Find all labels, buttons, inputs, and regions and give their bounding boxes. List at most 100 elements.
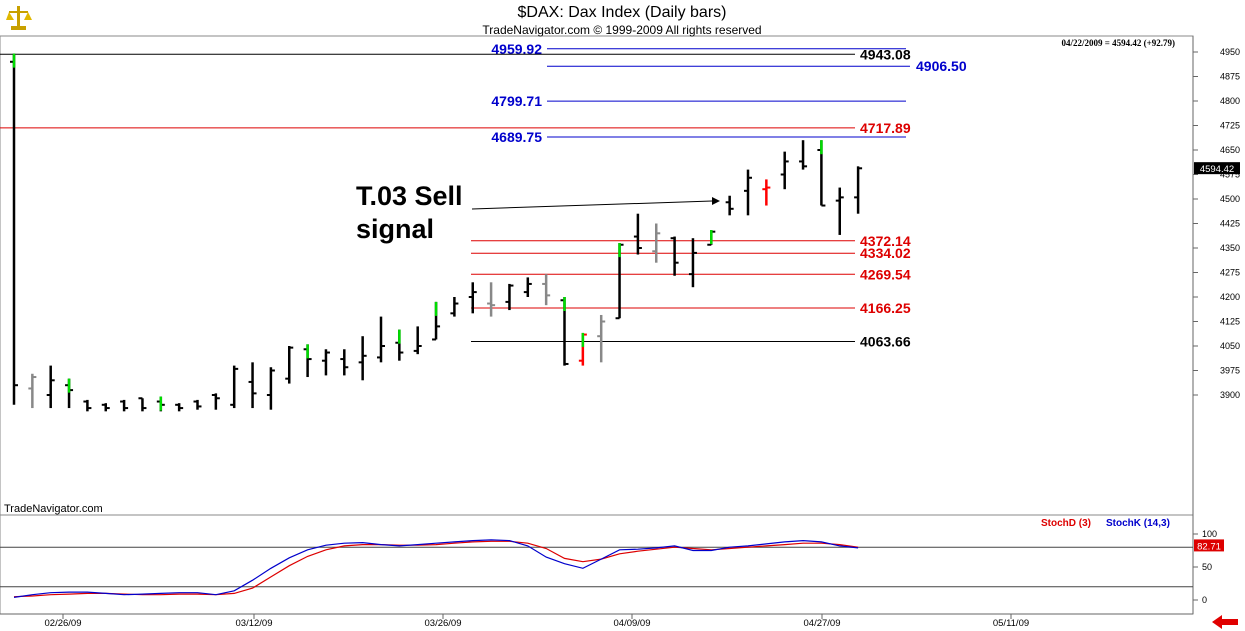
ohlc-bar	[395, 329, 404, 361]
date-tick-label: 05/11/09	[993, 618, 1029, 629]
price-tick-label: 4275	[1220, 268, 1240, 278]
ohlc-bars	[10, 53, 863, 412]
price-tick-label: 4200	[1220, 292, 1240, 302]
ohlc-bar	[542, 274, 551, 306]
ohlc-bar	[487, 282, 496, 317]
ohlc-bar	[450, 297, 459, 317]
ohlc-bar	[83, 399, 92, 412]
stoch-tick-label: 50	[1202, 562, 1212, 572]
level-label: 4943.08	[860, 46, 911, 62]
ohlc-bar	[65, 378, 74, 409]
last-price-box	[1194, 162, 1240, 175]
ohlc-bar	[211, 393, 220, 410]
ohlc-bar	[46, 365, 55, 409]
ohlc-bar	[285, 346, 294, 384]
date-tick-label: 03/26/09	[425, 618, 462, 629]
price-tick-label: 4875	[1220, 72, 1240, 82]
price-tick-label: 4725	[1220, 121, 1240, 131]
watermark: TradeNavigator.com	[4, 503, 103, 515]
ohlc-bar	[633, 213, 642, 255]
annotation-line-1: T.03 Sell	[356, 181, 463, 211]
ohlc-bar	[138, 397, 147, 412]
ohlc-bar	[725, 195, 734, 216]
stoch-last-box	[1194, 539, 1224, 552]
ohlc-bar	[358, 336, 367, 381]
price-tick-label: 3900	[1220, 390, 1240, 400]
price-tick-label: 3975	[1220, 366, 1240, 376]
price-tick-label: 4500	[1220, 194, 1240, 204]
price-axis: 4950 4875 4800 4725 4650 4575 4500 4425 4350 4275…	[1193, 47, 1240, 400]
level-label: 4959.92	[491, 41, 542, 57]
price-tick-label: 4425	[1220, 219, 1240, 229]
price-tick-label: 4950	[1220, 47, 1240, 57]
ohlc-bar	[707, 230, 716, 246]
ohlc-bar	[340, 349, 349, 376]
level-label: 4906.50	[916, 58, 967, 74]
price-tick-label: 4575	[1220, 170, 1240, 180]
date-tick-label: 03/12/09	[236, 618, 273, 629]
legend-stochd: StochD (3)	[1041, 518, 1091, 529]
level-label: 4689.75	[491, 129, 542, 145]
level-label: 4334.02	[860, 245, 911, 261]
level-label: 4269.54	[860, 266, 911, 282]
level-label: 4063.66	[860, 334, 911, 350]
arrow-head	[712, 197, 720, 205]
date-axis: 02/26/09 03/12/09 03/26/09 04/09/09 04/27/09…	[45, 614, 1029, 629]
ohlc-bar	[432, 301, 441, 341]
ohlc-bar	[321, 349, 330, 376]
ohlc-bar	[817, 140, 826, 207]
ohlc-bar	[523, 277, 532, 297]
ohlc-bar	[688, 238, 697, 288]
ohlc-bar	[156, 396, 165, 412]
price-tick-label: 4650	[1220, 145, 1240, 155]
date-tick-label: 04/27/09	[804, 618, 841, 629]
ohlc-bar	[560, 297, 569, 366]
ohlc-bar	[505, 283, 514, 311]
level-label: 4717.89	[860, 120, 911, 136]
level-label: 4372.14	[860, 233, 911, 249]
left-arrow-icon[interactable]	[1207, 614, 1243, 631]
ohlc-bar	[193, 399, 202, 410]
ohlc-bar	[615, 243, 624, 320]
ohlc-bar	[266, 367, 275, 410]
ohlc-bar	[120, 399, 129, 412]
ohlc-bar	[413, 326, 422, 355]
ohlc-bar	[377, 316, 385, 363]
ohlc-bar	[762, 179, 771, 206]
scales-logo-icon	[6, 6, 32, 30]
projection-levels: 4959.92 4943.08 4906.50 4799.71 4717.89 4689.…	[0, 41, 967, 350]
price-tick-label: 4125	[1220, 317, 1240, 327]
last-price-info: 04/22/2009 = 4594.42 (+92.79)	[1061, 38, 1175, 48]
annotation-arrow	[471, 200, 713, 210]
last-price-label: 4594.42	[1200, 164, 1234, 175]
level-label: 4799.71	[491, 93, 542, 109]
ohlc-bar	[854, 166, 863, 214]
ohlc-bar	[597, 314, 606, 363]
price-tick-label: 4800	[1220, 96, 1240, 106]
ohlc-bar	[744, 169, 752, 216]
ohlc-bar	[670, 236, 679, 276]
level-label: 4166.25	[860, 300, 911, 316]
ohlc-bar	[230, 365, 239, 409]
price-tick-label: 4350	[1220, 243, 1240, 253]
legend-stochk: StochK (14,3)	[1106, 518, 1170, 529]
ohlc-bar	[468, 282, 477, 314]
stoch-tick-label: 0	[1202, 595, 1207, 605]
ohlc-bar	[303, 344, 312, 378]
price-tick-label: 4050	[1220, 341, 1240, 351]
annotation-line-2: signal	[356, 214, 434, 244]
ohlc-bar	[799, 140, 808, 170]
stoch-series-line	[13, 539, 859, 598]
copyright-text: TradeNavigator.com © 1999-2009 All right…	[482, 23, 761, 37]
stoch-last-label: 82.71	[1197, 541, 1221, 552]
date-tick-label: 02/26/09	[45, 618, 82, 629]
ohlc-bar	[248, 362, 257, 409]
ohlc-bar	[780, 151, 789, 190]
ohlc-bar	[578, 332, 587, 366]
stochastic-pane: 100 50 0 82.71	[0, 529, 1224, 605]
chart-title: $DAX: Dax Index (Daily bars)	[518, 4, 727, 21]
stoch-pane	[0, 514, 1194, 615]
ohlc-bar	[101, 403, 110, 412]
ohlc-bar	[835, 187, 844, 235]
